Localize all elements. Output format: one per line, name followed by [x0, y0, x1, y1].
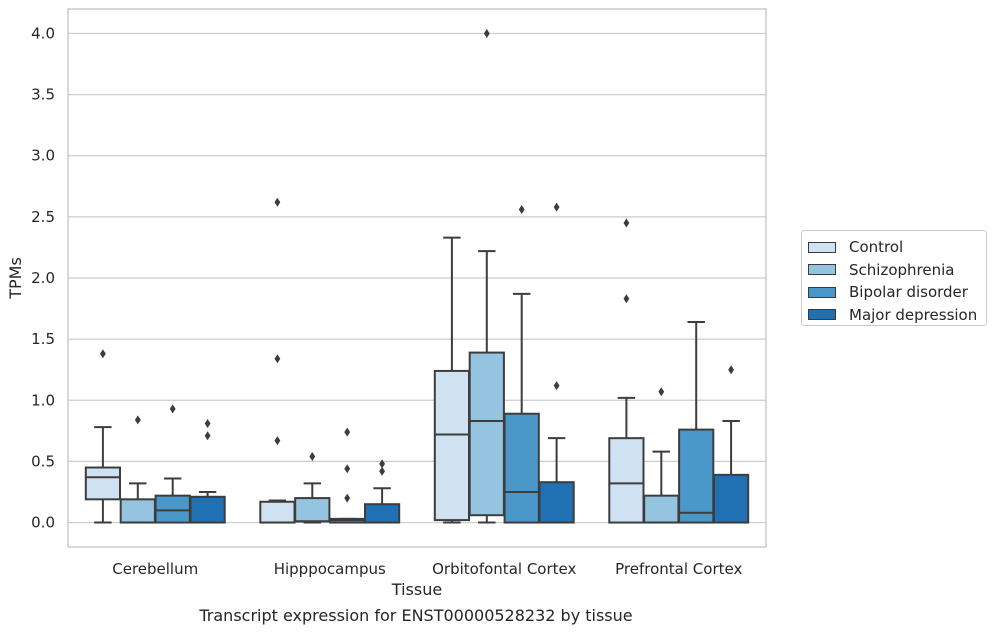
box-body [678, 428, 715, 524]
box-0-3 [189, 419, 226, 524]
box-1-0 [259, 197, 296, 524]
box-body [608, 437, 645, 524]
outlier-marker [274, 436, 281, 446]
box-2-1 [468, 28, 505, 524]
box-body [119, 498, 156, 524]
y-tick-label: 2.0 [31, 269, 55, 287]
box-body [712, 473, 750, 524]
outlier-marker [274, 197, 281, 207]
legend-label: Major depression [849, 305, 978, 324]
y-tick-label: 3.0 [31, 147, 55, 165]
outlier-marker [658, 387, 665, 397]
y-axis-label: TPMs [6, 257, 25, 300]
box-2-3 [538, 202, 575, 524]
outlier-marker [623, 218, 630, 228]
x-tick-label: Orbitofontal Cortex [432, 560, 576, 578]
box-1-3 [363, 459, 401, 524]
grid-lines [68, 32, 766, 524]
outlier-marker [553, 202, 560, 212]
outlier-marker [204, 419, 211, 429]
box-0-2 [154, 404, 191, 524]
box-body [433, 369, 471, 522]
box-body [468, 351, 505, 517]
y-tick-label: 1.0 [31, 391, 55, 409]
y-tick-label: 0.5 [31, 452, 55, 470]
box-body [294, 497, 331, 523]
box-3-1 [643, 387, 680, 524]
legend-swatch [808, 241, 836, 253]
outlier-marker [483, 28, 490, 38]
y-tick-label: 2.5 [31, 208, 55, 226]
outlier-marker [728, 365, 735, 375]
box-2-0 [433, 236, 471, 524]
outlier-marker [344, 427, 351, 437]
outlier-marker [518, 205, 525, 215]
legend-swatch [808, 309, 836, 321]
chart-caption: Transcript expression for ENST0000052823… [199, 606, 633, 625]
legend-swatch [808, 286, 836, 298]
outlier-marker [553, 381, 560, 391]
y-tick-label: 4.0 [31, 24, 55, 42]
y-tick-labels: 0.0 0.5 1.0 1.5 2.0 2.5 3.0 3.5 4.0 [31, 24, 55, 531]
x-tick-label: Prefrontal Cortex [615, 560, 742, 578]
box-body [84, 466, 122, 501]
legend-item: Schizophrenia [808, 259, 986, 282]
box-3-2 [678, 321, 715, 524]
box-3-0 [608, 218, 645, 524]
outlier-marker [344, 493, 351, 503]
box-1-1 [294, 452, 331, 524]
x-tick-label: Hipppocampus [274, 560, 386, 578]
y-tick-label: 3.5 [31, 86, 55, 104]
box-body [643, 494, 680, 524]
outlier-marker [344, 464, 351, 474]
outlier-marker [204, 431, 211, 441]
outlier-marker [99, 349, 106, 359]
y-tick-label: 0.0 [31, 514, 55, 532]
legend-item: Major depression [808, 304, 986, 327]
outlier-marker [379, 466, 386, 476]
legend: Control Schizophrenia Bipolar disorder Majo… [801, 230, 987, 326]
legend-label: Control [849, 238, 904, 257]
outlier-marker [274, 354, 281, 364]
box-3-3 [712, 365, 750, 524]
box-body [503, 412, 540, 524]
legend-item: Control [808, 236, 986, 259]
outlier-marker [309, 452, 316, 462]
outlier-marker [134, 415, 141, 425]
x-axis-label: Tissue [391, 580, 442, 599]
legend-swatch [808, 264, 836, 276]
box-body [363, 503, 401, 524]
x-tick-labels: Cerebellum Hipppocampus Orbitofontal Corte… [112, 560, 742, 578]
box-0-1 [119, 415, 156, 524]
box-body [189, 495, 226, 524]
outlier-marker [379, 459, 386, 469]
box-body [154, 494, 191, 524]
outlier-marker [623, 294, 630, 304]
box-1-2 [329, 427, 366, 524]
box-body [259, 500, 296, 524]
outlier-marker [169, 404, 176, 414]
boxes [84, 28, 750, 524]
legend-label: Schizophrenia [849, 260, 955, 279]
legend-label: Bipolar disorder [849, 283, 968, 302]
y-tick-label: 1.5 [31, 330, 55, 348]
box-2-2 [503, 205, 540, 524]
x-tick-label: Cerebellum [112, 560, 198, 578]
box-body [538, 481, 575, 524]
plot-frame [67, 8, 767, 548]
legend-item: Bipolar disorder [808, 281, 986, 304]
box-0-0 [84, 349, 122, 524]
